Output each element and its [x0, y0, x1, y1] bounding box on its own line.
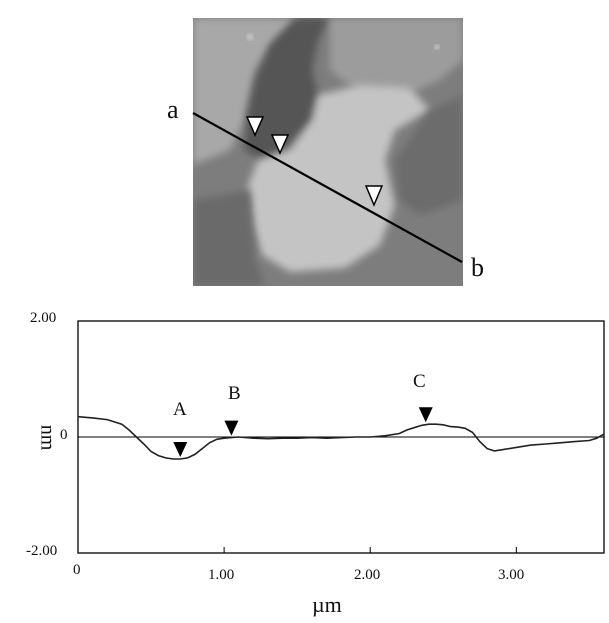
y-axis-label: nm: [36, 424, 59, 451]
profile-marker-b: [224, 420, 239, 436]
afm-topography-image: [192, 18, 463, 286]
x-tick-label-1: 1.00: [208, 567, 235, 583]
profile-marker-label-b: B: [228, 383, 241, 404]
y-tick-label-bottom: -2.00: [26, 543, 58, 559]
profile-marker-label-c: C: [413, 371, 426, 392]
scan-line-start-label: a: [167, 95, 179, 124]
x-tick-label-0: 0: [73, 562, 81, 578]
x-tick-label-3: 3.00: [498, 567, 525, 583]
afm-bright-island: [248, 85, 430, 272]
afm-marker-1: [245, 116, 265, 137]
profile-marker-label-a: A: [173, 399, 187, 420]
y-tick-label-top: 2.00: [30, 310, 57, 326]
x-tick-label-2: 2.00: [354, 567, 381, 583]
afm-region-right: [330, 18, 463, 100]
x-axis-label: µm: [312, 592, 342, 617]
afm-lower-left: [193, 190, 265, 286]
afm-dark-trench: [245, 18, 330, 160]
scan-line-end-label: b: [471, 253, 484, 282]
profile-marker-c: [418, 407, 433, 423]
y-tick-label-zero: 0: [60, 427, 68, 443]
scan-line-a-b: [192, 112, 463, 263]
afm-marker-2: [270, 134, 290, 155]
afm-speckle: [247, 34, 253, 40]
afm-marker-3: [364, 185, 384, 207]
plot-frame: [77, 320, 605, 554]
afm-speckle: [434, 44, 440, 50]
afm-right-gap: [395, 95, 463, 215]
profile-marker-a: [173, 442, 188, 458]
profile-line: [77, 415, 605, 460]
